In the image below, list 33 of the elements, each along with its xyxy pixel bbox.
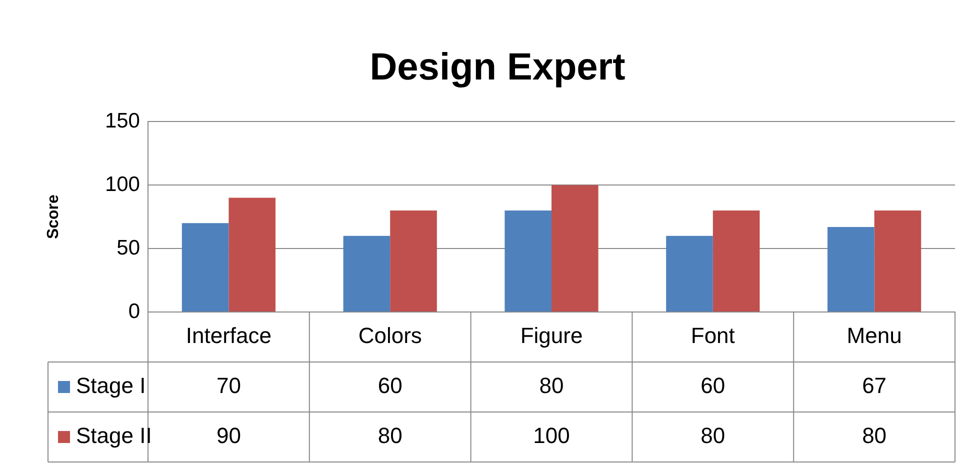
bar: [874, 210, 922, 312]
data-label: 80: [862, 423, 887, 448]
y-tick-label: 100: [104, 172, 140, 196]
y-tick-label: 150: [104, 109, 140, 132]
y-tick-label: 50: [116, 236, 140, 260]
data-label: 67: [862, 373, 887, 398]
data-label: 60: [378, 373, 402, 398]
bar: [343, 236, 390, 312]
data-label: 80: [378, 423, 402, 448]
bar: [182, 223, 229, 312]
bar: [552, 185, 598, 312]
bar: [666, 236, 713, 312]
bar: [390, 210, 437, 312]
chart-title: Design Expert: [370, 46, 626, 88]
data-label: 60: [700, 373, 726, 398]
x-tick-label: Font: [690, 323, 735, 348]
data-label: 80: [539, 373, 564, 398]
y-tick-label: 0: [128, 300, 140, 323]
x-tick-label: Interface: [186, 323, 272, 348]
bar: [228, 198, 276, 312]
bar: [827, 226, 874, 312]
data-label: 80: [700, 423, 726, 448]
legend-label: Stage II: [76, 423, 152, 448]
x-tick-label: Colors: [358, 323, 422, 348]
legend-label: Stage I: [76, 373, 146, 398]
data-label: 70: [216, 373, 241, 398]
bar: [504, 210, 552, 312]
y-axis-title: Score: [45, 194, 62, 240]
x-tick-label: Figure: [520, 323, 583, 348]
data-label: 90: [216, 423, 241, 448]
bar: [712, 210, 760, 312]
x-tick-label: Menu: [846, 323, 902, 348]
data-label: 100: [533, 423, 570, 448]
